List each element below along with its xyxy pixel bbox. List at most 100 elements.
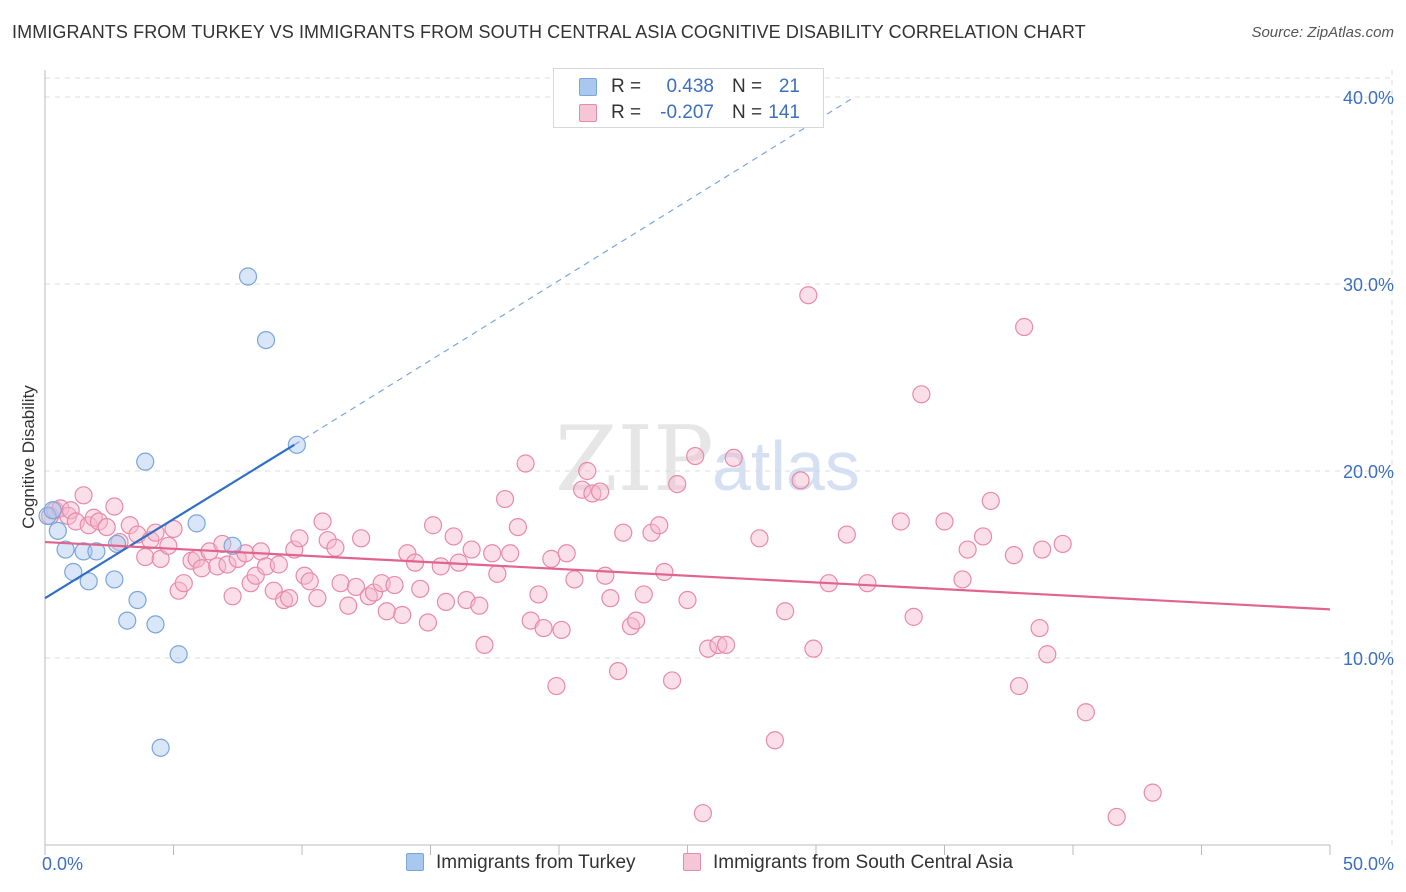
point-south-central-asia [1030,618,1049,638]
point-south-central-asia [431,557,450,576]
point-south-central-asia [716,635,736,655]
point-south-central-asia [475,635,494,655]
point-turkey [43,501,62,520]
point-south-central-asia [385,575,404,595]
point-south-central-asia [858,574,877,593]
point-south-central-asia [120,516,139,535]
point-south-central-asia [935,512,954,531]
x-tick-label-min: 0.0% [42,854,83,874]
point-south-central-asia [557,544,576,563]
point-south-central-asia [269,555,288,574]
point-south-central-asia [339,596,358,615]
point-south-central-asia [529,585,548,604]
point-turkey [223,536,242,555]
legend-n-label: N = [732,102,763,123]
legend-row-turkey: R = 0.438 N = 21 [554,74,823,100]
point-south-central-asia [300,572,319,591]
point-south-central-asia [614,523,633,542]
point-south-central-asia [904,607,923,626]
point-south-central-asia [326,538,345,557]
point-turkey [74,542,93,561]
point-south-central-asia [609,661,628,681]
series-south-central-asia-points [41,286,1162,827]
point-south-central-asia [750,529,769,548]
bottom-legend-south-central-asia: Immigrants from South Central Asia [683,852,1013,874]
point-south-central-asia [495,489,515,509]
point-south-central-asia [776,602,795,621]
point-south-central-asia [436,592,456,612]
point-south-central-asia [799,286,818,305]
point-turkey [256,331,276,350]
point-turkey [56,540,75,559]
point-turkey [38,506,57,525]
point-turkey [151,738,170,757]
point-south-central-asia [626,611,646,630]
point-turkey [105,570,124,589]
point-south-central-asia [621,617,641,636]
legend-n-value: 141 [768,102,800,123]
point-south-central-asia [912,385,931,404]
point-south-central-asia [418,613,438,632]
point-south-central-asia [634,585,653,604]
point-south-central-asia [318,531,337,550]
point-south-central-asia [655,562,674,582]
point-south-central-asia [470,596,489,615]
point-south-central-asia [573,480,592,499]
point-south-central-asia [346,577,366,597]
point-south-central-asia [97,517,116,537]
point-turkey [169,645,188,664]
point-south-central-asia [552,620,571,640]
point-south-central-asia [668,474,687,494]
point-south-central-asia [74,486,93,505]
point-south-central-asia [393,605,412,625]
bottom-legend-label: Immigrants from South Central Asia [713,852,1013,873]
point-south-central-asia [192,559,211,578]
point-south-central-asia [958,540,977,559]
y-tick-label: 30.0% [1343,275,1394,295]
point-turkey [128,590,147,610]
point-south-central-asia [223,587,242,606]
point-south-central-asia [891,512,910,531]
point-south-central-asia [601,589,620,608]
legend-swatch-blue [579,78,597,96]
source-label: Source: ZipAtlas.com [1251,24,1394,41]
point-turkey [136,452,155,471]
point-south-central-asia [1107,807,1126,827]
point-south-central-asia [280,589,299,608]
point-south-central-asia [591,482,610,501]
point-south-central-asia [565,570,584,589]
point-south-central-asia [542,549,561,568]
point-south-central-asia [290,529,309,548]
point-south-central-asia [1053,534,1072,554]
point-south-central-asia [1033,540,1052,559]
point-south-central-asia [678,590,697,610]
point-south-central-asia [1004,546,1023,565]
y-axis-title: Cognitive Disability [19,385,38,529]
correlation-legend: R = 0.438 N = 21 R = -0.207 N = 141 [553,68,824,128]
point-south-central-asia [698,639,718,658]
point-south-central-asia [578,461,597,481]
point-south-central-asia [159,536,178,555]
chart-title: IMMIGRANTS FROM TURKEY VS IMMIGRANTS FRO… [12,22,1086,42]
point-south-central-asia [804,639,823,658]
y-tick-label: 10.0% [1343,649,1394,669]
legend-r-label: R = [611,76,642,97]
bottom-legend-swatch-pink [683,853,701,871]
point-turkey [87,542,106,561]
point-south-central-asia [444,527,463,546]
point-south-central-asia [1143,783,1162,802]
y-tick-label: 40.0% [1343,88,1394,108]
point-south-central-asia [174,574,193,593]
point-south-central-asia [724,448,743,468]
point-south-central-asia [650,516,669,535]
point-south-central-asia [953,570,972,589]
point-south-central-asia [534,618,553,638]
series-turkey-points [38,267,306,757]
point-south-central-asia [662,671,682,690]
point-south-central-asia [285,540,304,559]
bottom-legend-turkey: Immigrants from Turkey [406,852,636,874]
legend-r-value: -0.207 [660,102,714,123]
trend-south-central-asia [44,540,1331,611]
x-tick-label-max: 50.0% [1343,854,1394,874]
